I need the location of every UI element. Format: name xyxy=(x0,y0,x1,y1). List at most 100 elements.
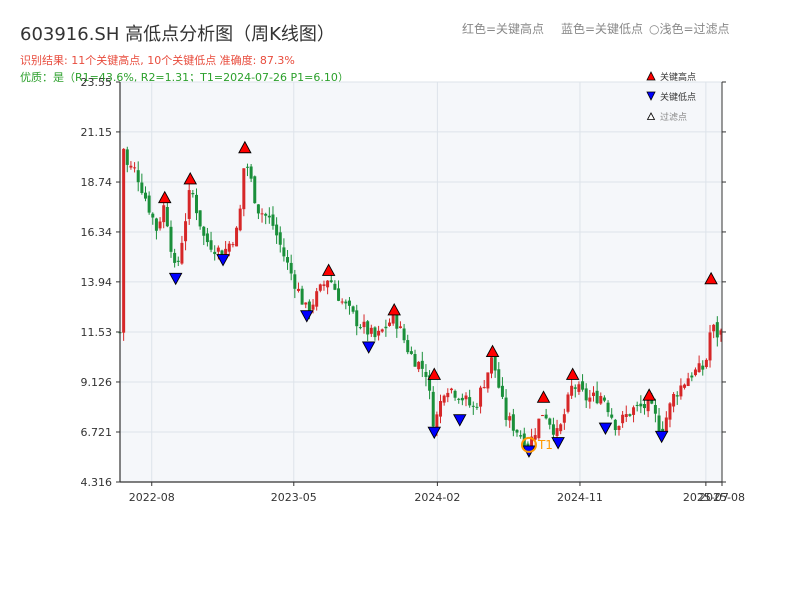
candle-body xyxy=(439,401,443,417)
candle-body xyxy=(617,426,621,430)
x-tick-label: 2022-08 xyxy=(129,491,175,504)
candle-body xyxy=(373,327,377,338)
candle-body xyxy=(584,388,588,401)
key-low-marker xyxy=(300,310,314,323)
y-tick-label: 18.74 xyxy=(81,176,113,189)
candle-body xyxy=(428,375,432,391)
chart-legend: 关键高点 关键低点 过滤点 xyxy=(646,66,696,126)
plot-area xyxy=(120,82,722,482)
markers: T1 xyxy=(157,140,718,458)
candle-body xyxy=(129,165,133,168)
result-summary: 识别结果: 11个关键高点, 10个关键低点 准确度: 87.3% xyxy=(20,54,295,67)
candle-body xyxy=(431,391,435,427)
candle-body xyxy=(595,390,599,404)
candle-body xyxy=(337,288,341,301)
candle-body xyxy=(581,381,585,390)
candle-body xyxy=(540,415,544,417)
key-high-marker xyxy=(157,190,172,204)
candles xyxy=(118,146,723,455)
candle-body xyxy=(165,207,169,227)
candle-body xyxy=(504,397,508,420)
candle-body xyxy=(133,167,137,169)
hint-blue-low: 蓝色=关键低点 xyxy=(561,22,644,36)
candle-body xyxy=(632,407,636,415)
candle-body xyxy=(315,291,319,307)
candle-body xyxy=(486,372,490,389)
candle-body xyxy=(591,392,595,397)
candle-body xyxy=(679,385,683,397)
candle-body xyxy=(333,283,337,290)
y-tick-label: 9.126 xyxy=(81,376,113,389)
candle-body xyxy=(566,394,570,412)
candle-body xyxy=(606,402,610,413)
candle-body xyxy=(202,226,206,236)
candle-body xyxy=(530,436,534,449)
candle-body xyxy=(708,332,712,361)
candle-body xyxy=(326,280,330,288)
blue-triangle-down-icon xyxy=(646,91,656,101)
candle-body xyxy=(118,332,122,334)
chart-title: 603916.SH 高低点分析图（周K线图） xyxy=(20,24,335,45)
candle-body xyxy=(289,262,293,274)
candle-body xyxy=(235,227,239,247)
hint-light-filtered: ○浅色=过滤点 xyxy=(649,20,730,37)
candle-body xyxy=(227,243,231,252)
candle-body xyxy=(253,176,257,204)
candle-body xyxy=(176,260,180,262)
legend-label-filtered: 过滤点 xyxy=(660,112,688,123)
candle-body xyxy=(562,414,566,423)
key-low-marker xyxy=(522,445,536,458)
candle-body xyxy=(646,398,650,412)
candle-body xyxy=(515,429,519,433)
candle-body xyxy=(475,406,479,408)
candle-body xyxy=(482,387,486,389)
candle-body xyxy=(205,233,209,243)
candle-body xyxy=(147,195,151,213)
y-tick-label: 21.15 xyxy=(81,126,113,139)
candle-body xyxy=(621,414,625,424)
candle-body xyxy=(213,251,217,255)
candle-body xyxy=(278,232,282,245)
candle-body xyxy=(351,306,355,312)
candle-body xyxy=(318,284,322,291)
candle-body xyxy=(683,384,687,388)
candle-body xyxy=(173,252,177,263)
candle-body xyxy=(271,214,275,226)
candle-body xyxy=(267,215,271,218)
candle-body xyxy=(275,224,279,236)
candle-body xyxy=(300,288,304,305)
y-tick-label: 13.94 xyxy=(81,276,113,289)
candle-body xyxy=(544,414,548,419)
candle-body xyxy=(526,443,530,448)
candle-body xyxy=(307,301,311,313)
candle-body xyxy=(599,395,603,404)
candle-body xyxy=(398,326,402,329)
key-low-marker xyxy=(654,430,669,444)
candle-body xyxy=(519,435,523,437)
candle-body xyxy=(136,170,140,183)
candle-body xyxy=(216,247,220,252)
key-high-marker xyxy=(238,140,252,154)
candle-body xyxy=(435,414,439,428)
candle-body xyxy=(260,213,264,215)
candle-body xyxy=(140,182,144,193)
candle-body xyxy=(162,205,166,223)
x-tick-label: 2024-11 xyxy=(557,491,603,504)
candle-body xyxy=(559,424,563,432)
candle-body xyxy=(661,428,665,433)
candle-body xyxy=(471,405,475,407)
candle-body xyxy=(293,274,297,289)
hollow-circle-icon: ○ xyxy=(649,22,660,36)
candle-body xyxy=(242,168,246,210)
candle-body xyxy=(719,330,723,335)
red-triangle-up-icon xyxy=(646,71,656,81)
candle-body xyxy=(657,415,661,432)
y-tick-label: 6.721 xyxy=(81,426,113,439)
candle-body xyxy=(180,242,184,264)
candle-body xyxy=(369,327,373,334)
candle-body xyxy=(704,359,708,367)
candle-body xyxy=(143,192,147,199)
key-low-marker xyxy=(216,254,230,267)
candle-body xyxy=(122,148,126,333)
key-low-marker xyxy=(168,272,183,286)
